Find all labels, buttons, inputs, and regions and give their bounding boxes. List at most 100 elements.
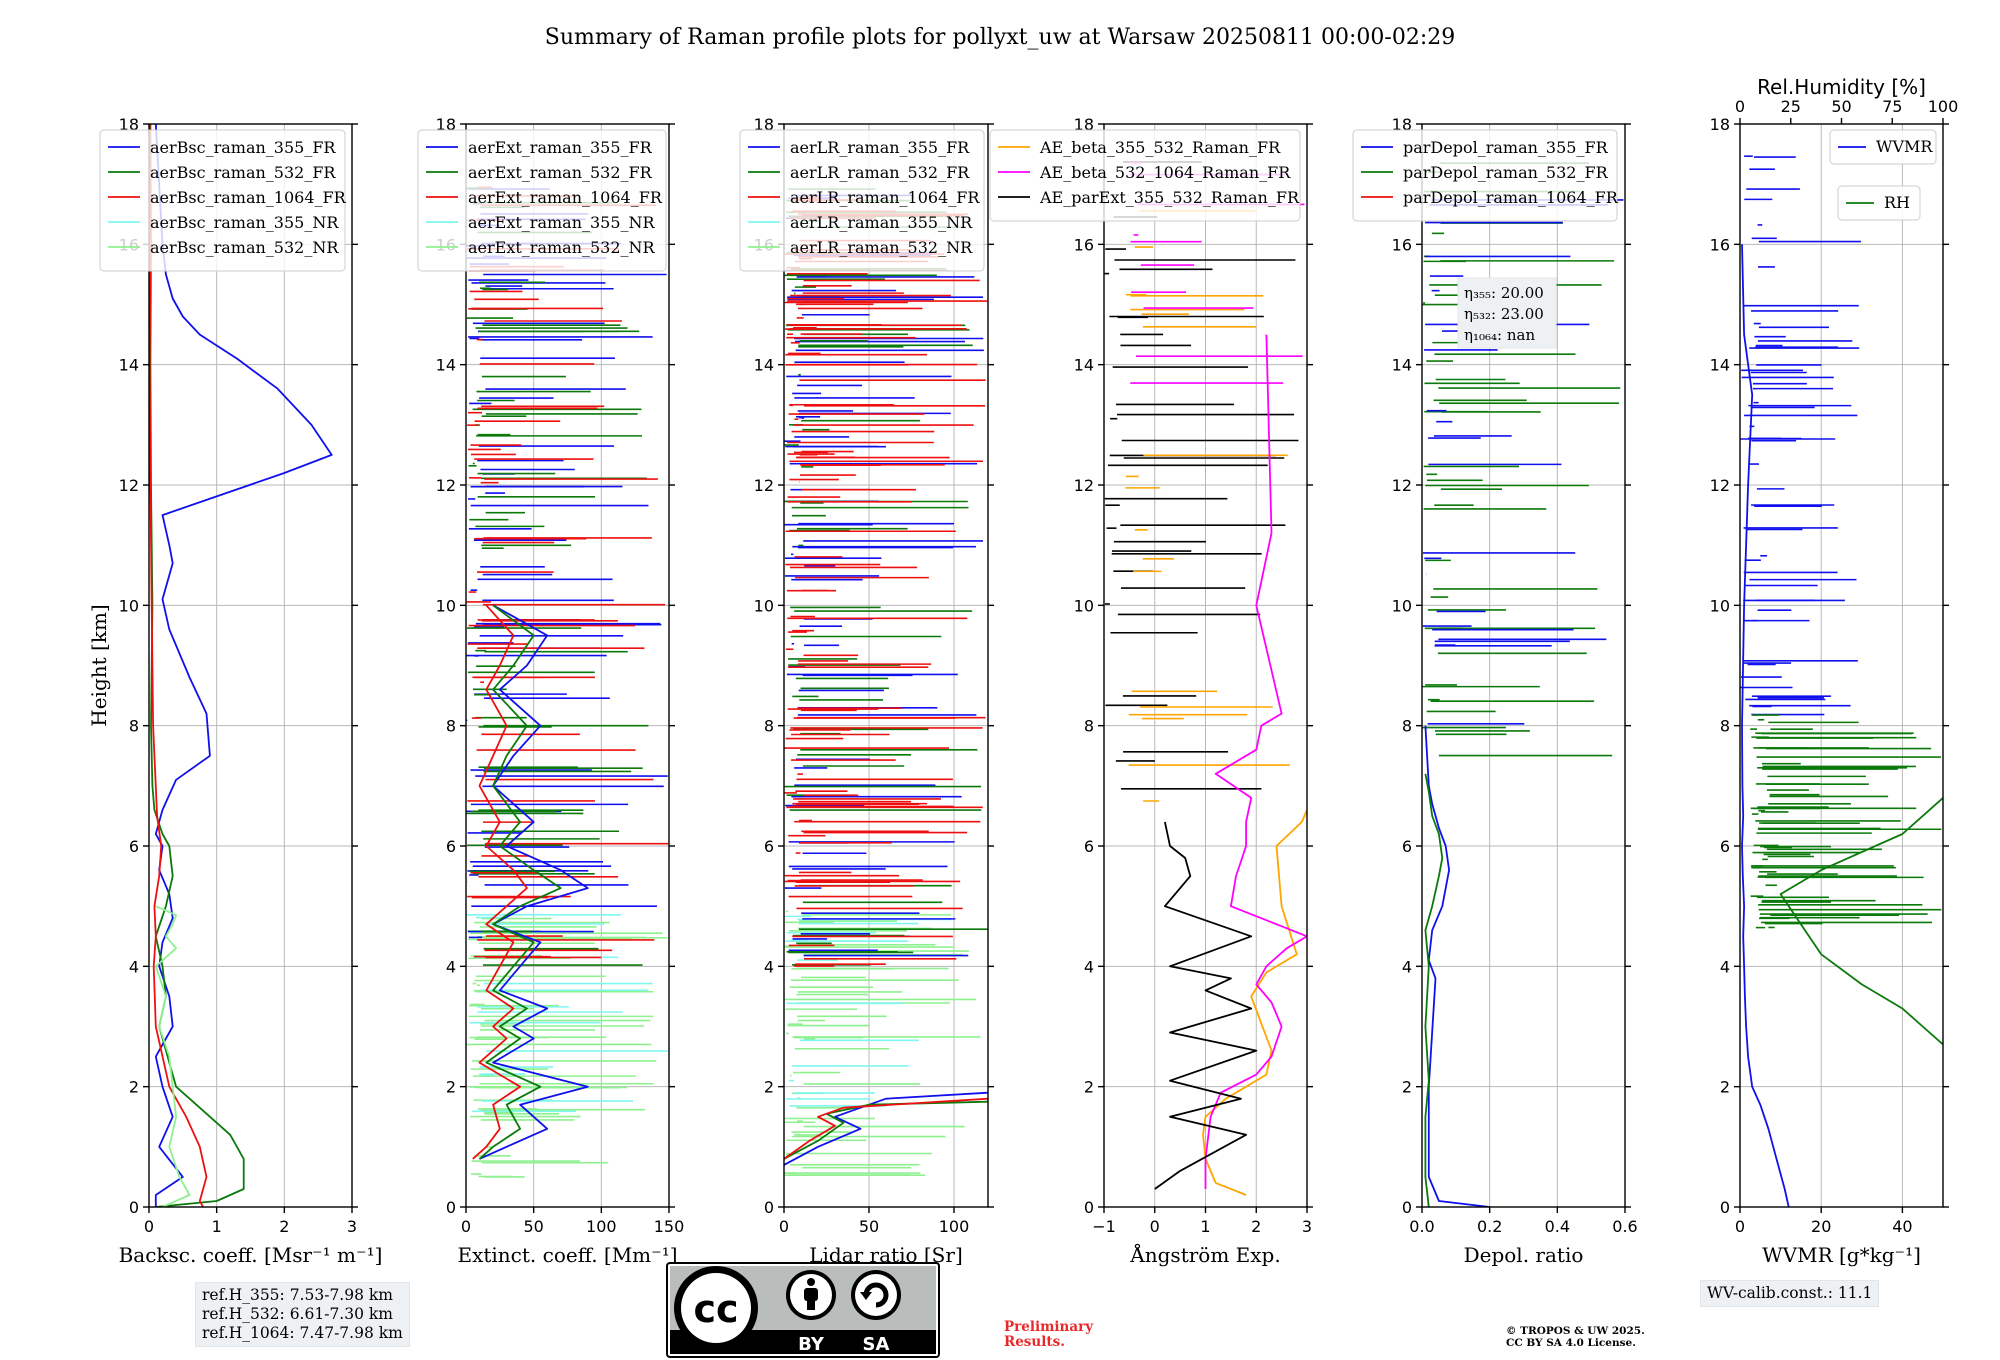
legend-label: aerLR_raman_1064_FR [790,188,980,207]
top-tick-label: 100 [1928,97,1959,116]
legend: aerBsc_raman_355_FR aerBsc_raman_532_FRae… [99,129,347,272]
y-tick-label: 12 [1074,476,1094,495]
y-tick-label: 8 [1720,717,1730,736]
cc-text: cc [693,1287,738,1331]
legend-label: aerLR_raman_355_NR [790,213,973,232]
y-tick-label: 14 [1074,356,1094,375]
y-tick-label: 14 [1392,356,1412,375]
legend-box [1352,129,1618,222]
y-tick-label: 12 [1710,476,1730,495]
series-line-parDepol_raman_355_FR [1424,725,1490,1207]
y-tick-label: 14 [436,356,456,375]
axes-frame [1421,123,1626,1208]
legend-label: aerBsc_raman_532_NR [150,238,339,257]
y-tick-label: 8 [1084,717,1094,736]
x-axis-label: Ångström Exp. [1129,1242,1280,1267]
figure-title: Summary of Raman profile plots for polly… [545,25,1455,50]
x-tick-label: 3 [1302,1217,1312,1236]
axes-frame [148,123,353,1208]
panel-bsc: 0123024681012141618Backsc. coeff. [Msr⁻¹… [87,115,382,1267]
series-line-aerExt_raman_532_FR [478,604,562,1160]
legend-label: RH [1884,193,1910,212]
eta-label: η₃₅₅: 20.00 [1464,284,1544,302]
y-tick-label: 18 [1074,115,1094,134]
y-tick-label: 6 [446,837,456,856]
y-tick-label: 18 [754,115,774,134]
x-tick-label: 2 [279,1217,289,1236]
series-group [784,188,988,1177]
eta-box [1457,277,1557,349]
top-tick-label: 50 [1831,97,1851,116]
x-tick-label: 50 [859,1217,879,1236]
legend-label: AE_parExt_355_532_Raman_FR [1039,188,1300,207]
axes-frame [783,123,989,1208]
x-tick-label: 0 [461,1217,471,1236]
legend-label: aerBsc_raman_355_FR [150,138,336,157]
legend: aerExt_raman_355_FR aerExt_raman_532_FRae… [417,129,667,272]
panel-lr: 050100024681012141618Lidar ratio [Sr]aer… [739,115,994,1267]
y-tick-label: 4 [764,957,774,976]
y-tick-label: 8 [1402,717,1412,736]
y-tick-label: 0 [1720,1198,1730,1217]
y-tick-label: 18 [1392,115,1412,134]
y-axis-label: Height [km] [87,604,111,726]
series-line-aerBsc_raman_355_FR [154,124,333,1207]
ref-height-355: ref.H_355: 7.53-7.98 km [202,1286,393,1304]
x-tick-label: 0 [779,1217,789,1236]
y-tick-label: 4 [446,957,456,976]
y-tick-label: 18 [119,115,139,134]
y-tick-label: 16 [1710,235,1730,254]
legend-label: parDepol_raman_532_FR [1403,163,1609,182]
legend-label: parDepol_raman_1064_FR [1403,188,1619,207]
legend-label: aerBsc_raman_532_FR [150,163,336,182]
y-tick-label: 4 [1084,957,1094,976]
ref-height-532: ref.H_532: 6.61-7.30 km [202,1305,393,1323]
series-line-WVMR [1741,244,1790,1207]
eta-label: η₁₀₆₄: nan [1464,326,1535,344]
legend: aerLR_raman_355_FR aerLR_raman_532_FR aerL… [739,129,985,272]
y-tick-label: 12 [1392,476,1412,495]
preliminary-note: Preliminary Results. [1004,1320,1093,1350]
legend-rh: RH [1837,185,1921,221]
y-tick-label: 0 [764,1198,774,1217]
top-tick-label: 0 [1735,97,1745,116]
person-icon [804,1278,818,1310]
series-line-AE_beta_355_532_Raman_FR [1202,809,1307,1196]
y-tick-label: 10 [1392,596,1412,615]
series-line-RH [1779,796,1943,1046]
y-tick-label: 2 [1720,1078,1730,1097]
share-alike-icon [860,1282,889,1308]
y-tick-label: 4 [1720,957,1730,976]
y-tick-label: 12 [119,476,139,495]
x-tick-label: 3 [347,1217,357,1236]
x-tick-label: 2 [1251,1217,1261,1236]
y-tick-label: 6 [764,837,774,856]
axes-frame [465,123,670,1208]
y-tick-label: 6 [129,837,139,856]
legend-label: aerBsc_raman_355_NR [150,213,339,232]
series-group [1740,155,1943,1207]
legend-box [417,129,667,272]
series-line-AE_parExt_355_532_Raman_FR [1154,821,1258,1190]
x-axis-label: Extinct. coeff. [Mm⁻¹] [457,1243,677,1267]
y-tick-label: 6 [1720,837,1730,856]
x-tick-label: 1 [212,1217,222,1236]
x-tick-label: 0 [1150,1217,1160,1236]
x-tick-label: 150 [654,1217,685,1236]
series-line-aerBsc_raman_532_NR [154,905,191,1207]
x-tick-label: 40 [1892,1217,1912,1236]
legend-label: AE_beta_355_532_Raman_FR [1039,138,1281,157]
y-tick-label: 18 [436,115,456,134]
y-tick-label: 2 [1402,1078,1412,1097]
y-tick-label: 14 [1710,356,1730,375]
legend-label: aerBsc_raman_1064_FR [150,188,347,207]
panel-wv: 0 20 40 0 2 4 6 8 10 12 14 16 18 WVMR [g*kg⁻¹] 0 25 50 75… [1710,75,1959,1267]
series-line-aerBsc_raman_1064_FR [149,124,208,1207]
x-axis-label: WVMR [g*kg⁻¹] [1762,1243,1921,1267]
legend-box [989,129,1301,222]
x-tick-label: 0.0 [1409,1217,1434,1236]
legend-label: AE_beta_532_1064_Raman_FR [1039,163,1291,182]
legend-label: aerExt_raman_532_FR [468,163,653,182]
y-tick-label: 6 [1084,837,1094,856]
